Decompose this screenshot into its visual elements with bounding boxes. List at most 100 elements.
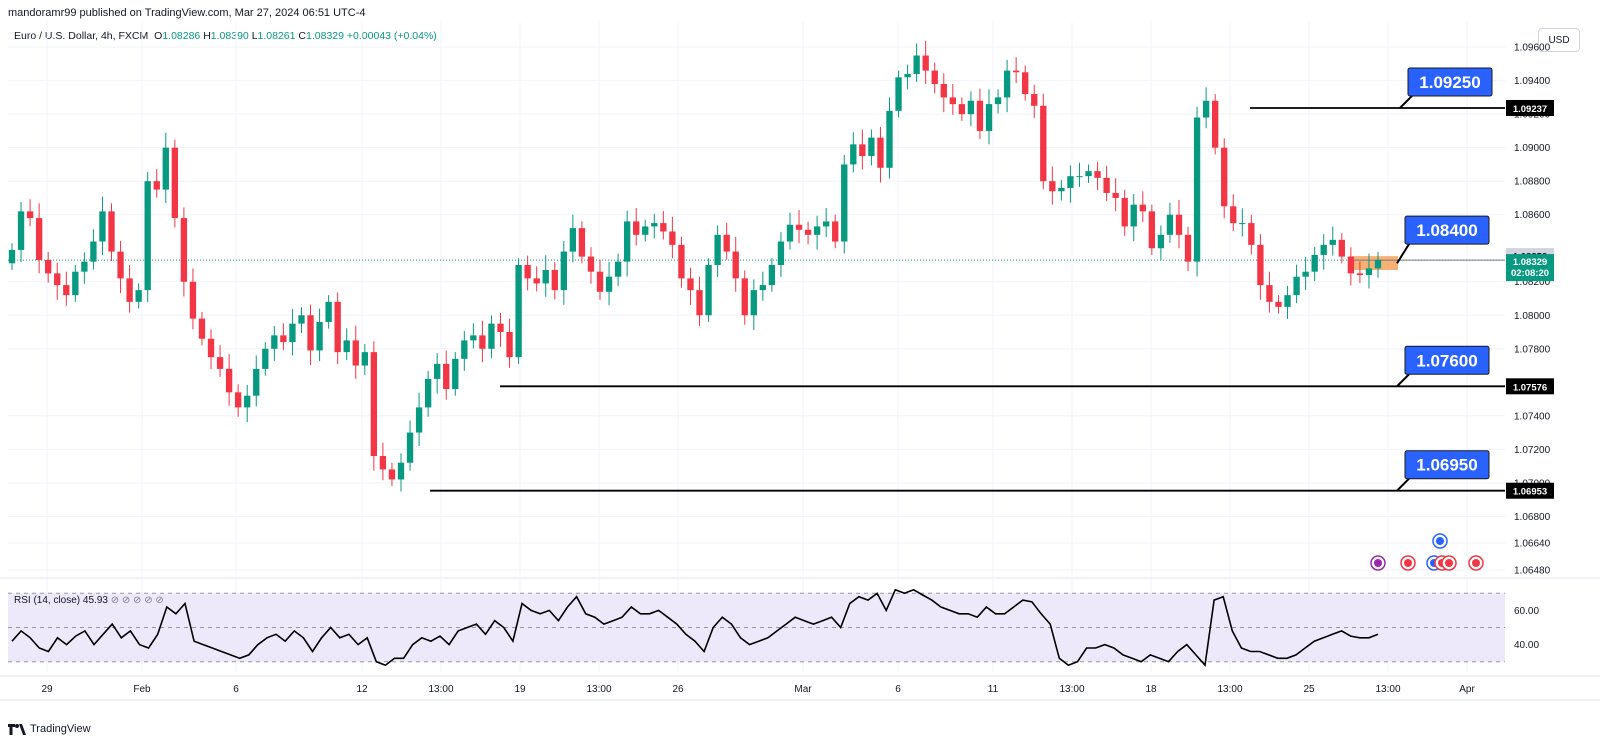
candle-body xyxy=(922,55,929,71)
candle-body xyxy=(63,285,70,296)
candle-body xyxy=(54,273,61,286)
tradingview-brand: TradingView xyxy=(30,723,91,735)
tradingview-logo[interactable]: TradingView xyxy=(8,723,91,735)
candle-body xyxy=(488,323,495,349)
candle-body xyxy=(1012,70,1020,73)
candle-body xyxy=(1003,70,1011,98)
candle-body xyxy=(1157,234,1165,249)
candle-body xyxy=(1139,204,1146,212)
callout-pointer xyxy=(1396,478,1410,492)
candle-body xyxy=(859,144,866,157)
candle-body xyxy=(1040,105,1047,182)
event-icons xyxy=(1370,533,1484,571)
rsi-extra: ⊘ ⊘ ⊘ ⊘ ⊘ xyxy=(110,595,164,606)
candle-body xyxy=(1112,192,1119,198)
candle-body xyxy=(424,378,432,408)
candle-body xyxy=(1230,206,1237,224)
rsi-value: 45.93 xyxy=(82,595,108,606)
axis-price-marker-text: 1.09237 xyxy=(1513,104,1547,115)
x-tick-label: 13:00 xyxy=(1217,684,1242,695)
symbol-legend: Euro / U.S. Dollar, 4h, FXCM O1.08286 H1… xyxy=(14,30,437,42)
rsi-panel xyxy=(8,588,1505,668)
candle-body xyxy=(379,456,387,470)
candle-body xyxy=(271,335,278,349)
callout-pointer xyxy=(1396,243,1410,264)
candle-body xyxy=(1166,214,1174,235)
candle-body xyxy=(1347,256,1355,274)
tradingview-logo-icon xyxy=(8,723,26,735)
candle-body xyxy=(913,55,920,74)
rsi-y-tick-label: 40.00 xyxy=(1514,640,1539,651)
candle-body xyxy=(1094,171,1101,178)
candle-body xyxy=(596,271,604,292)
candle-body xyxy=(1311,254,1318,272)
y-tick-label: 1.06800 xyxy=(1514,512,1551,523)
candle-body xyxy=(623,221,631,262)
callout-pointer xyxy=(1396,373,1410,388)
symbol-title: Euro / U.S. Dollar, 4h, FXCM xyxy=(14,30,149,42)
candle-body xyxy=(234,392,242,408)
y-tick-label: 1.08000 xyxy=(1514,311,1551,322)
candle-body xyxy=(307,315,314,351)
candle-body xyxy=(741,278,748,316)
candle-body xyxy=(90,241,97,262)
candle-body xyxy=(786,224,794,242)
candle-body xyxy=(1031,94,1038,106)
candle-body xyxy=(262,348,269,369)
candle-body xyxy=(1248,223,1255,245)
candle-body xyxy=(298,315,305,324)
candles xyxy=(8,40,1382,492)
axis-price-marker xyxy=(1506,99,1554,116)
candle-body xyxy=(189,281,197,319)
y-tick-label: 1.07800 xyxy=(1514,344,1551,355)
y-tick-label: 1.07400 xyxy=(1514,411,1551,422)
axis-price-marker xyxy=(1506,378,1554,395)
candle-body xyxy=(253,368,260,396)
candle-body xyxy=(1284,295,1291,307)
candle-body xyxy=(1058,187,1065,192)
x-tick-label: 11 xyxy=(988,684,999,695)
candle-body xyxy=(777,241,785,265)
candle-body xyxy=(1356,273,1364,276)
candle-body xyxy=(99,211,106,242)
candle-body xyxy=(823,221,830,227)
candle-body xyxy=(614,261,622,277)
axis-price-marker-text: 1.07576 xyxy=(1513,382,1547,393)
event-earnings-icon-dot xyxy=(1374,559,1382,567)
y-tick-label: 1.06480 xyxy=(1514,565,1551,576)
price-axis: 1.096001.094001.092001.090001.088001.086… xyxy=(1514,43,1551,651)
x-tick-label: Feb xyxy=(133,684,151,695)
low-value: 1.08261 xyxy=(257,30,296,42)
candle-body xyxy=(1257,244,1264,286)
candle-body xyxy=(687,278,694,291)
current-price-countdown: 02:08:20 xyxy=(1511,268,1549,279)
x-tick-label: 13:00 xyxy=(586,684,611,695)
candle-body xyxy=(967,100,975,115)
candle-body xyxy=(1049,181,1056,192)
x-tick-label: 13:00 xyxy=(428,684,453,695)
y-tick-label: 1.08600 xyxy=(1514,210,1551,221)
candle-body xyxy=(832,221,839,242)
event-flag-icon-dot xyxy=(1472,559,1480,567)
candle-body xyxy=(551,270,558,291)
y-tick-label: 1.08200 xyxy=(1514,277,1551,288)
candle-body xyxy=(1266,285,1273,302)
x-tick-label: 18 xyxy=(1145,684,1157,695)
candle-body xyxy=(397,462,405,480)
candle-body xyxy=(569,228,577,252)
candle-body xyxy=(1338,239,1345,257)
candle-body xyxy=(144,181,151,291)
candle-body xyxy=(768,264,776,286)
candle-body xyxy=(705,264,712,316)
axis-price-marker-text: 1.06953 xyxy=(1513,487,1547,498)
candle-body xyxy=(479,335,486,349)
candle-body xyxy=(1275,301,1282,307)
candle-body xyxy=(850,144,857,165)
candle-body xyxy=(334,301,341,353)
candle-body xyxy=(17,211,25,250)
candle-body xyxy=(1193,117,1201,262)
currency-button[interactable]: USD xyxy=(1538,28,1580,52)
y-tick-label: 1.09400 xyxy=(1514,76,1551,87)
candle-body xyxy=(1374,259,1382,269)
